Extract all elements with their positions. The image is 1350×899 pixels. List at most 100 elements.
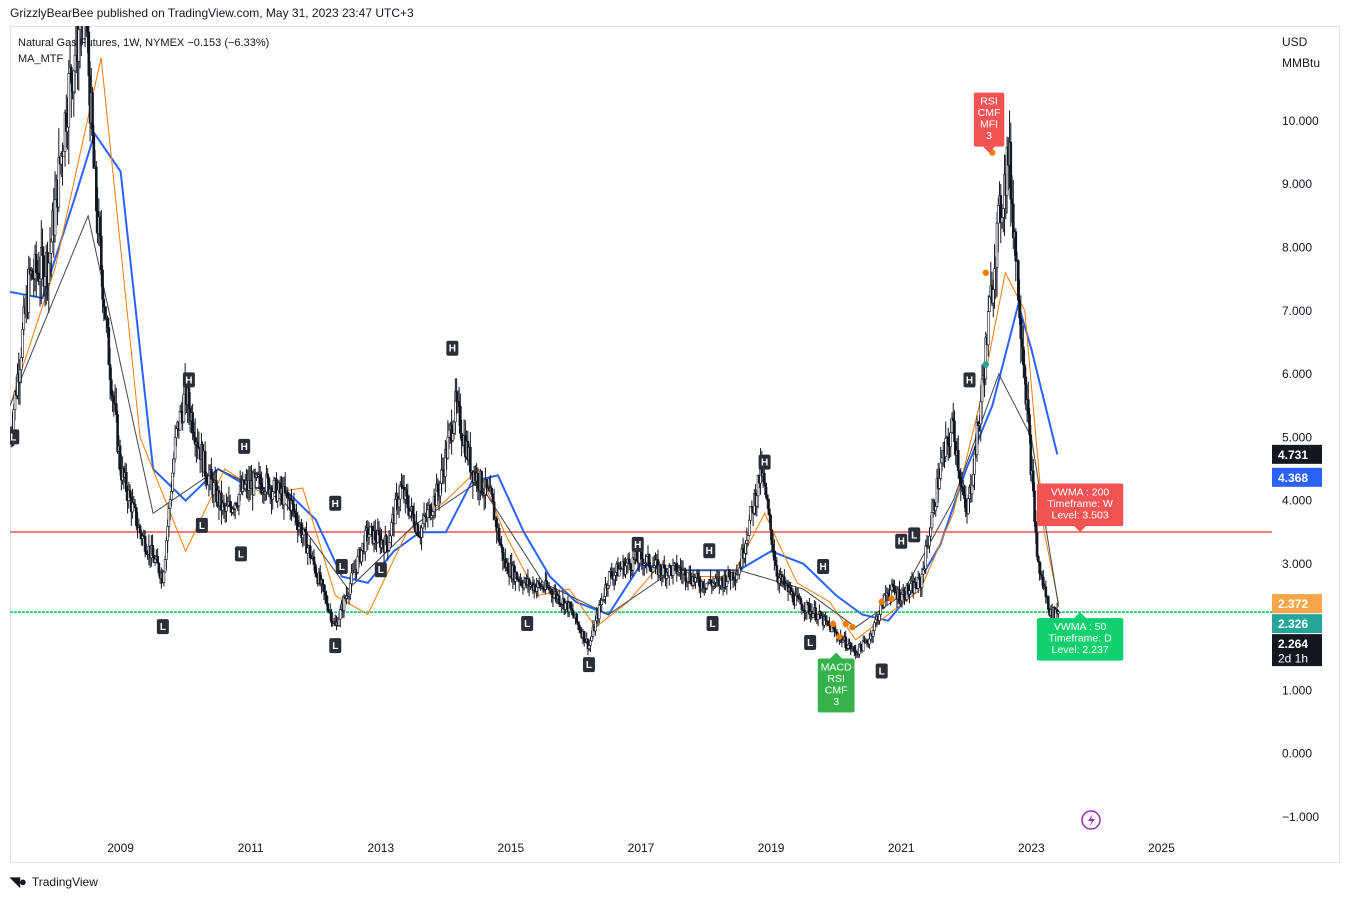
price-candle [557,595,561,605]
price-candle [900,594,904,602]
price-candle [552,593,556,598]
price-tag-label: 2.326 [1278,617,1308,631]
price-candle [165,540,168,560]
price-candle [1032,470,1035,492]
y-tick-label: 7.000 [1282,304,1312,318]
price-candle [746,535,750,541]
price-candle [522,582,526,589]
price-candle [775,565,779,577]
y-tick-label: 4.000 [1282,494,1312,508]
price-candle [271,491,275,500]
pivot-badge [329,495,342,511]
pivot-label: L [710,619,716,630]
price-candle [764,482,767,496]
price-candle [744,543,747,554]
pivot-badge [875,663,888,679]
price-candle [1035,532,1039,557]
pivot-badge [631,536,644,552]
price-candle [953,420,956,443]
callout-text: Level: 2.237 [1051,644,1108,656]
price-candle [459,405,462,434]
price-candle [49,241,53,254]
price-candle [571,609,575,616]
price-candle [993,268,996,290]
price-candle [125,472,128,492]
callout-text: Timeframe: W [1047,498,1113,510]
price-candle [871,630,875,637]
price-candle [949,432,953,448]
callout-pointer [1074,612,1087,619]
price-candle [765,494,769,500]
y-tick-label: 10.000 [1282,114,1319,128]
pivot-label: H [898,537,905,548]
pivot-label: L [332,641,338,652]
price-candle [1034,521,1038,533]
price-candle [725,581,729,587]
price-candle [766,498,770,510]
price-candle [191,412,194,433]
price-candle [390,522,393,537]
price-candle [455,391,458,403]
price-candle [313,564,317,574]
lightning-icon[interactable] [1081,810,1101,830]
price-candle [476,472,480,489]
price-candle [1047,596,1050,610]
price-candle [156,555,159,564]
signal-marker [836,633,843,640]
price-candle [62,150,66,158]
price-candle [930,512,934,529]
price-candle [460,433,463,441]
indicator-legend[interactable]: MA_MTF [18,53,64,65]
price-candle [696,573,700,579]
pivot-label: H [449,344,456,355]
price-candle [192,432,196,438]
footer[interactable]: ◥● TradingView [10,874,98,890]
signal-callout [973,92,1005,147]
price-candle [47,262,51,284]
price-candle [909,583,913,591]
price-candle [73,54,77,72]
price-candle [865,640,869,643]
price-candle [499,541,502,545]
price-candle [439,482,442,497]
pivot-badge [582,657,595,673]
price-candle [78,26,82,30]
price-candle [108,364,112,381]
callout-text: MFI [980,119,998,131]
price-candle [1010,198,1014,205]
price-candle [19,357,23,371]
price-candle [637,550,641,564]
price-candle [844,636,847,648]
signal-marker [982,269,989,276]
price-candle [1000,217,1004,223]
price-candle [138,525,142,534]
price-candle [420,527,423,538]
pivot-label: L [524,619,530,630]
price-candle [689,572,692,583]
price-candle [86,26,89,33]
price-candle [940,457,944,464]
price-candle [157,562,161,574]
price-candle [878,614,881,621]
price-candle [783,576,786,586]
price-candle [582,631,586,642]
price-candle [301,534,305,538]
y-tick-label: 1.000 [1282,683,1312,697]
price-candle [908,590,911,595]
price-candle [387,541,391,551]
price-candle [956,450,960,471]
x-tick-label: 2009 [107,841,134,855]
price-candle [295,513,298,523]
price-candle [1029,434,1033,475]
price-candle [697,578,701,587]
price-candle [492,501,496,521]
price-candle [816,614,820,620]
price-candle [57,157,61,208]
callout-text: RSI [827,673,845,685]
price-candle [350,572,353,585]
pivot-label: L [339,562,345,573]
symbol-legend[interactable]: Natural Gas Futures, 1W, NYMEX −0.153 (−… [18,37,269,49]
price-candle [110,379,113,396]
price-candle [363,530,367,553]
